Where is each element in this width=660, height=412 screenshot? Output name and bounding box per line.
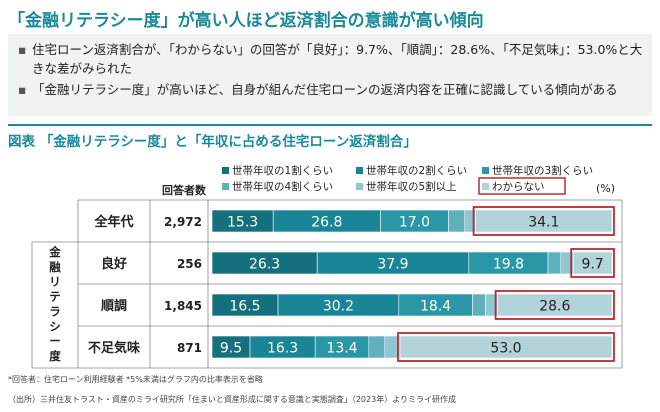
highlight-box — [494, 290, 615, 320]
legend-label: わからない — [492, 181, 545, 193]
legend-swatch — [482, 167, 489, 174]
data-label: 53.0 — [490, 341, 521, 357]
footnote: *回答者：住宅ローン利用経験者 *5%未満はグラフ内の比率表示を省略 — [8, 375, 263, 384]
section-divider — [8, 124, 652, 126]
group-label-char: シ — [49, 319, 61, 333]
legend-label: 世帯年収の3割くらい — [492, 164, 593, 177]
row-respondents-value: 2,972 — [164, 215, 202, 229]
group-label-char: ー — [49, 334, 61, 348]
data-label: 9.7 — [581, 257, 603, 273]
legend-highlight-box — [478, 177, 566, 195]
group-label-char: リ — [49, 275, 61, 289]
bar-segment — [497, 293, 613, 317]
group-label-char: ラ — [49, 304, 61, 318]
data-label: 19.8 — [493, 257, 524, 273]
bar-segment — [475, 209, 613, 233]
row-category-label: 順調 — [101, 298, 127, 314]
legend-label: 世帯年収の1割くらい — [232, 164, 333, 177]
data-label: 13.4 — [326, 341, 357, 357]
highlight-box — [472, 206, 615, 236]
page-title: 「金融リテラシー度」が高い人ほど返済割合の意識が高い傾向 — [8, 11, 484, 31]
bar-segment — [572, 251, 613, 275]
bullet-marker: ▪ — [18, 82, 27, 97]
summary-box: ▪ 住宅ローン返済割合が、「わからない」の回答が「良好」：9.7%、「順調」：2… — [8, 34, 652, 116]
row-category-label: 不足気味 — [88, 340, 140, 356]
group-label-char: 融 — [49, 260, 61, 274]
data-label: 15.3 — [227, 215, 258, 231]
data-label: 37.9 — [377, 257, 408, 273]
highlight-box — [397, 332, 615, 362]
data-label: 30.2 — [323, 299, 354, 315]
bullet-text: 「金融リテラシー度」が高いほど、自身が組んだ住宅ローンの返済内容を正確に認識して… — [32, 82, 618, 97]
bullet-text: 住宅ローン返済割合が、「わからない」の回答が「良好」：9.7%、「順調」：28.… — [32, 42, 643, 76]
bar-segment — [368, 335, 386, 359]
bullet-item: ▪ 住宅ローン返済割合が、「わからない」の回答が「良好」：9.7%、「順調」：2… — [18, 40, 646, 78]
row-respondents-value: 1,845 — [164, 299, 202, 313]
bar-segment — [472, 293, 486, 317]
legend-swatch — [222, 167, 229, 174]
row-respondents-value: 871 — [177, 341, 202, 355]
bar-segment — [448, 209, 466, 233]
highlight-box — [570, 248, 615, 278]
data-label: 18.4 — [420, 299, 451, 315]
bar-segment — [399, 335, 613, 359]
respondents-header: 回答者数 — [162, 183, 207, 197]
row-respondents-value: 256 — [177, 257, 202, 271]
group-label-char: テ — [49, 290, 61, 304]
row-category-label: 全年代 — [93, 214, 133, 230]
chart-title: 図表 「金融リテラシー度」と「年収に占める住宅ローン返済割合」 — [8, 134, 417, 150]
row-category-label: 良好 — [101, 256, 127, 272]
data-label: 17.0 — [399, 215, 430, 231]
legend-swatch — [356, 183, 363, 190]
data-label: 26.8 — [311, 215, 342, 231]
group-label-char: 度 — [49, 349, 61, 363]
legend-swatch — [482, 183, 489, 190]
data-label: 34.1 — [528, 215, 559, 231]
legend-swatch — [356, 167, 363, 174]
data-label: 9.5 — [220, 341, 242, 357]
source-note: （出所）三井住友トラスト・資産のミライ研究所「住まいと資産形成に関する意識と実態… — [8, 395, 457, 404]
bullet-item: ▪ 「金融リテラシー度」が高いほど、自身が組んだ住宅ローンの返済内容を正確に認識… — [18, 80, 646, 99]
data-label: 16.3 — [267, 341, 298, 357]
bullet-marker: ▪ — [18, 42, 27, 57]
unit-label: (%) — [596, 182, 615, 195]
legend-label: 世帯年収の2割くらい — [366, 164, 467, 177]
legend-label: 世帯年収の4割くらい — [232, 180, 333, 193]
data-label: 26.3 — [249, 257, 280, 273]
bar-segment — [547, 251, 562, 275]
legend-label: 世帯年収の5割以上 — [366, 180, 457, 193]
data-label: 28.6 — [539, 299, 570, 315]
legend-swatch — [222, 183, 229, 190]
group-label-char: 金 — [48, 245, 61, 259]
data-label: 16.5 — [229, 299, 260, 315]
